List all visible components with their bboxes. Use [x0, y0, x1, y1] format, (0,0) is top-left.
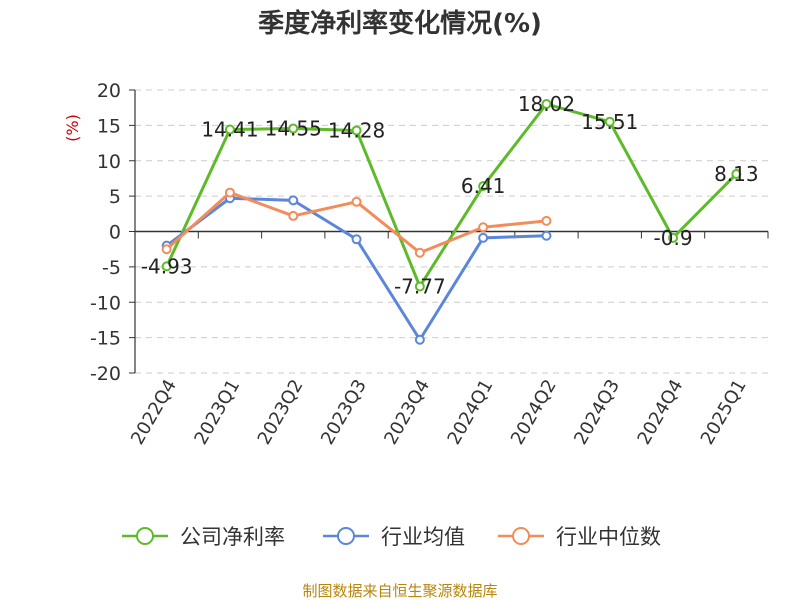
data-point	[288, 123, 299, 134]
legend-marker	[337, 527, 355, 545]
y-tick-label: -15	[90, 328, 121, 350]
data-point	[288, 195, 299, 206]
data-point	[478, 181, 489, 192]
series-lines	[161, 99, 742, 345]
data-label: -0.9	[654, 226, 693, 250]
data-label: -4.93	[141, 254, 193, 278]
data-point	[731, 168, 742, 179]
y-tick-label: -20	[90, 363, 121, 385]
data-point	[224, 124, 235, 135]
legend-marker	[512, 527, 530, 545]
series-line-0	[165, 102, 738, 288]
y-tick-label: 5	[109, 186, 121, 208]
data-label: 6.41	[461, 174, 506, 198]
data-label: -7.77	[394, 274, 446, 298]
y-tick-label: 10	[97, 151, 121, 173]
data-point	[541, 215, 552, 226]
y-axis-unit-label: (%)	[63, 114, 82, 142]
data-label: 18.02	[518, 92, 575, 116]
x-tick-label: 2023Q4	[380, 376, 434, 448]
x-tick-label: 2024Q1	[444, 376, 498, 448]
data-point	[351, 125, 362, 136]
data-label: 14.41	[201, 118, 258, 142]
legend: 公司净利率 行业均值 行业中位数	[122, 525, 661, 549]
data-label: 14.55	[265, 117, 322, 141]
data-point	[478, 222, 489, 233]
x-tick-label: 2024Q3	[570, 376, 624, 448]
y-tick-label: 15	[97, 115, 121, 137]
y-tick-label: 0	[109, 222, 121, 244]
x-tick-label: 2025Q1	[697, 376, 751, 448]
data-point	[161, 244, 172, 255]
x-tick-label: 2022Q4	[127, 376, 181, 448]
legend-marker	[136, 527, 154, 545]
data-point	[668, 232, 679, 243]
data-point	[224, 187, 235, 198]
x-tick-label: 2023Q2	[254, 376, 308, 448]
data-point	[604, 116, 615, 127]
source-note: 制图数据来自恒生聚源数据库	[302, 582, 497, 600]
data-label: 14.28	[328, 118, 385, 142]
y-tick-label: 20	[97, 80, 121, 102]
data-point	[414, 334, 425, 345]
x-tick-label: 2024Q2	[507, 376, 561, 448]
data-label: 8.13	[714, 162, 759, 186]
data-point	[288, 210, 299, 221]
legend-label: 公司净利率	[180, 525, 285, 549]
legend-label: 行业中位数	[556, 525, 661, 549]
data-point	[351, 196, 362, 207]
data-point	[541, 230, 552, 241]
series-line-1	[165, 196, 547, 342]
chart-title: 季度净利率变化情况(%)	[258, 8, 542, 39]
y-tick-label: -10	[90, 292, 121, 314]
y-tick-label: -5	[102, 257, 121, 279]
data-point	[414, 247, 425, 258]
data-point	[351, 234, 362, 245]
legend-label: 行业均值	[381, 525, 465, 549]
x-tick-label: 2023Q3	[317, 376, 371, 448]
data-point	[161, 261, 172, 272]
data-label: 15.51	[581, 110, 638, 134]
x-tick-label: 2024Q4	[633, 376, 687, 448]
data-point	[414, 281, 425, 292]
x-tick-label: 2023Q1	[190, 376, 244, 448]
data-point	[541, 99, 552, 110]
data-point	[478, 232, 489, 243]
